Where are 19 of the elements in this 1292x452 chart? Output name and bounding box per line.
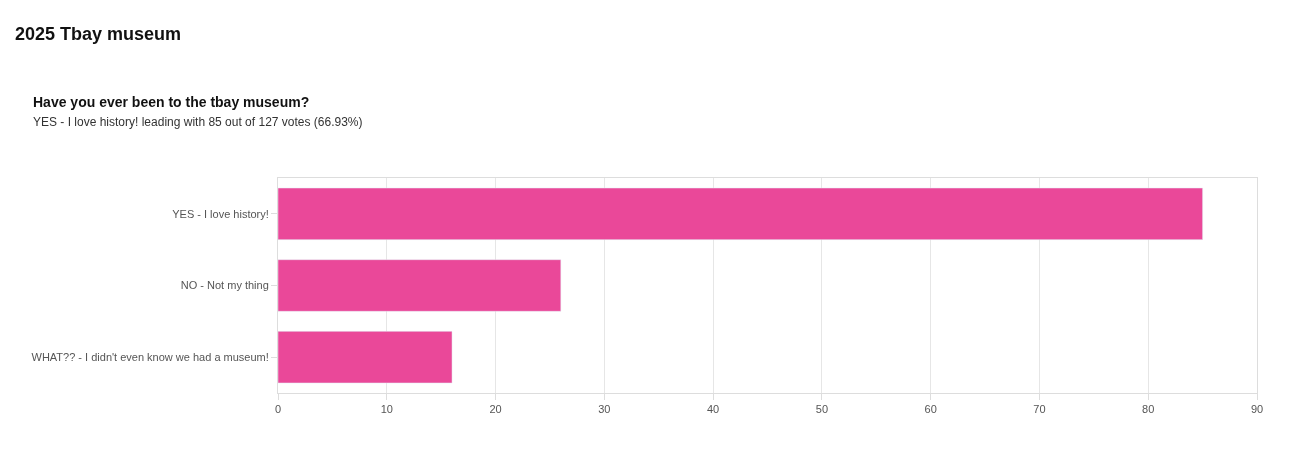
bar [278,331,453,384]
x-tick-label: 10 [380,403,393,416]
bar [278,259,562,312]
y-tick-label: WHAT?? - I didn't even know we had a museum! [31,351,269,364]
x-tick-label: 60 [924,403,937,416]
x-tick-label: 50 [815,403,829,416]
bar [278,187,1203,240]
x-tick-label: 90 [1250,403,1264,416]
chart-subtitle: Have you ever been to the tbay museum? [33,94,310,110]
text: YES - I love history! leading with 85 out of 127 votes (66.93%) [33,115,363,129]
x-tick-label: 70 [1033,403,1046,416]
y-tick-label: YES - I love history! [172,207,269,220]
x-tick-label: 80 [1142,403,1155,416]
y-tick-label: NO - Not my thing [180,279,269,292]
x-tick-label: 0 [274,403,282,416]
x-tick-label: 30 [598,403,611,416]
text: 2025 Tbay museum [15,24,182,45]
x-tick-label: 20 [489,403,502,416]
x-tick-label: 40 [706,403,720,416]
